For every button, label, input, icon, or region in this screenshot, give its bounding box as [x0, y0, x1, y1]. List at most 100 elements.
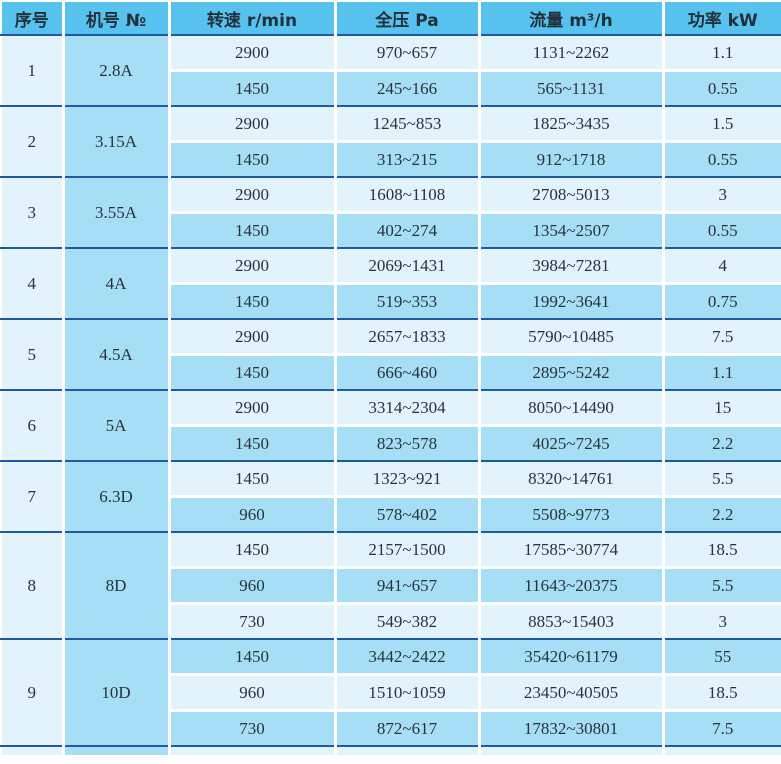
serial-cell: 6: [1, 390, 65, 462]
power-cell: 5.5: [663, 567, 781, 605]
speed-cell: 2900: [169, 177, 337, 214]
speed-cell: 730: [169, 710, 337, 747]
power-cell: 18.5: [663, 674, 781, 712]
table-row: 960 1510~1059 23450~40505 18.5: [1, 674, 781, 712]
flow-cell: [479, 746, 665, 756]
pressure-cell: 1245~853: [335, 106, 481, 143]
flow-cell: 1992~3641: [479, 283, 665, 320]
power-cell: 1.5: [663, 106, 781, 143]
speed-cell: 960: [169, 567, 337, 605]
power-cell: 2.2: [663, 425, 781, 462]
table-row: 3 3.55A 2900 1608~1108 2708~5013 3: [1, 177, 781, 249]
table-row: 1450 313~215 912~1718 0.55: [1, 141, 781, 178]
pressure-cell: 970~657: [335, 35, 481, 72]
speed-cell: 1450: [169, 141, 337, 178]
power-cell: 3: [663, 603, 781, 640]
power-cell: 2.2: [663, 496, 781, 533]
speed-cell: [169, 746, 337, 756]
speed-cell: 1450: [169, 461, 337, 498]
power-cell: 0.75: [663, 283, 781, 320]
flow-cell: 35420~61179: [479, 639, 665, 676]
flow-cell: 565~1131: [479, 70, 665, 107]
flow-cell: 912~1718: [479, 141, 665, 178]
pressure-cell: 1323~921: [335, 461, 481, 498]
flow-cell: 2708~5013: [479, 177, 665, 214]
serial-cell: 9: [1, 639, 65, 747]
flow-cell: 2895~5242: [479, 354, 665, 391]
table-row: 1 2.8A 2900 970~657 1131~2262 1.1: [1, 35, 781, 107]
serial-cell: 5: [1, 319, 65, 391]
pressure-cell: 941~657: [335, 567, 481, 605]
power-cell: 3: [663, 177, 781, 214]
flow-cell: 1354~2507: [479, 212, 665, 249]
table-row: 1450 402~274 1354~2507 0.55: [1, 212, 781, 249]
model-cell: 8D: [63, 532, 171, 640]
power-cell: 0.55: [663, 212, 781, 249]
table-row-partial: [1, 746, 781, 756]
pressure-cell: 872~617: [335, 710, 481, 747]
flow-cell: 5508~9773: [479, 496, 665, 533]
speed-cell: 1450: [169, 532, 337, 569]
col-header-power: 功率 kW: [663, 1, 781, 36]
power-cell: 1.1: [663, 354, 781, 391]
model-cell: 3.15A: [63, 106, 171, 178]
power-cell: 18.5: [663, 532, 781, 569]
speed-cell: 960: [169, 674, 337, 712]
power-cell: 4: [663, 248, 781, 285]
pressure-cell: 245~166: [335, 70, 481, 107]
speed-cell: 2900: [169, 106, 337, 143]
speed-cell: 2900: [169, 248, 337, 285]
flow-cell: 8050~14490: [479, 390, 665, 427]
speed-cell: 2900: [169, 35, 337, 72]
table-row: 8 8D 1450 2157~1500 17585~30774 18.5: [1, 532, 781, 640]
pressure-cell: 578~402: [335, 496, 481, 533]
speed-cell: 2900: [169, 390, 337, 427]
pressure-cell: 402~274: [335, 212, 481, 249]
serial-cell: 3: [1, 177, 65, 249]
flow-cell: 3984~7281: [479, 248, 665, 285]
flow-cell: 5790~10485: [479, 319, 665, 356]
serial-cell: 8: [1, 532, 65, 640]
table-row: 5 4.5A 2900 2657~1833 5790~10485 7.5: [1, 319, 781, 391]
model-cell: [63, 746, 171, 756]
speed-cell: 2900: [169, 319, 337, 356]
table-row: 2 3.15A 2900 1245~853 1825~3435 1.5: [1, 106, 781, 178]
pressure-cell: 666~460: [335, 354, 481, 391]
pressure-cell: 1510~1059: [335, 674, 481, 712]
model-cell: 10D: [63, 639, 171, 747]
table-row: 4 4A 2900 2069~1431 3984~7281 4: [1, 248, 781, 320]
table-row: 1450 519~353 1992~3641 0.75: [1, 283, 781, 320]
pressure-cell: 2157~1500: [335, 532, 481, 569]
col-header-flow: 流量 m³/h: [479, 1, 665, 36]
serial-cell: 1: [1, 35, 65, 107]
table-row: 960 941~657 11643~20375 5.5: [1, 567, 781, 605]
table-row: 1450 666~460 2895~5242 1.1: [1, 354, 781, 391]
power-cell: 7.5: [663, 710, 781, 747]
pressure-cell: 2657~1833: [335, 319, 481, 356]
table-row: 730 549~382 8853~15403 3: [1, 603, 781, 640]
pressure-cell: 3314~2304: [335, 390, 481, 427]
table-row: 1450 823~578 4025~7245 2.2: [1, 425, 781, 462]
power-cell: 0.55: [663, 70, 781, 107]
power-cell: [663, 746, 781, 756]
speed-cell: 1450: [169, 283, 337, 320]
flow-cell: 1131~2262: [479, 35, 665, 72]
power-cell: 5.5: [663, 461, 781, 498]
power-cell: 1.1: [663, 35, 781, 72]
model-cell: 4A: [63, 248, 171, 320]
table-row: 1450 245~166 565~1131 0.55: [1, 70, 781, 107]
pressure-cell: 823~578: [335, 425, 481, 462]
flow-cell: 23450~40505: [479, 674, 665, 712]
table-row: 7 6.3D 1450 1323~921 8320~14761 5.5: [1, 461, 781, 533]
table-row: 6 5A 2900 3314~2304 8050~14490 15: [1, 390, 781, 462]
model-cell: 2.8A: [63, 35, 171, 107]
col-header-speed: 转速 r/min: [169, 1, 337, 36]
model-cell: 5A: [63, 390, 171, 462]
pressure-cell: [335, 746, 481, 756]
flow-cell: 4025~7245: [479, 425, 665, 462]
col-header-pressure: 全压 Pa: [335, 1, 481, 36]
power-cell: 55: [663, 639, 781, 676]
pressure-cell: 3442~2422: [335, 639, 481, 676]
